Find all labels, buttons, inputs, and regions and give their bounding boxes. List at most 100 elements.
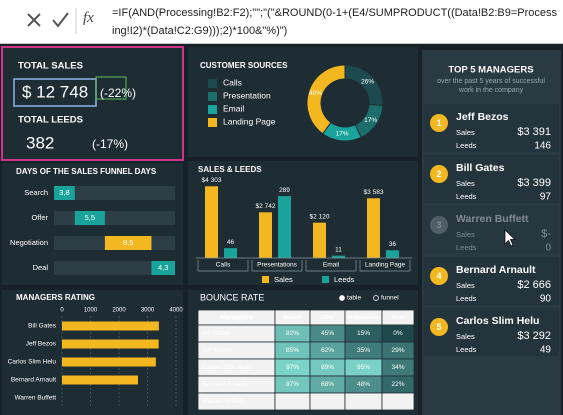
cell-text: Warren Buffett (202, 398, 244, 405)
cell-text: 15% (357, 330, 370, 337)
kpi-change: (-22%) (100, 86, 136, 100)
cell-text: 22% (391, 381, 404, 388)
manager-card: 4 Bernard Arnault Sales $2 666 Leeds 90 (424, 257, 559, 305)
legend-label: Email (223, 103, 244, 113)
cell-text: 48% (357, 381, 370, 388)
bar (332, 255, 345, 258)
x-tick-label: Email (323, 262, 340, 269)
panel-title: TOP 5 MANAGERS (448, 65, 533, 76)
chart-title: MANAGERS RATING (16, 293, 95, 302)
header-text: Deal (392, 315, 404, 321)
sales-label: Sales (456, 179, 475, 188)
kpi-title: TOTAL LEEDS (18, 115, 83, 126)
data-label: 17% (364, 117, 377, 124)
y-tick-label: Bill Gates (28, 323, 57, 330)
sales-label: Sales (456, 128, 475, 137)
manager-card: 5 Carlos Slim Helu Sales $3 292 Leeds 49 (424, 308, 559, 356)
leeds-value: 0 (545, 243, 551, 254)
category-label: Offer (31, 213, 48, 222)
bar (54, 186, 75, 200)
sales-label: Sales (456, 230, 475, 239)
legend-swatch (208, 118, 217, 127)
rank-badge (430, 165, 448, 183)
cell-text: 89% (321, 364, 334, 371)
chart-title: CUSTOMER SOURCES (200, 61, 288, 70)
cancel-icon[interactable] (27, 13, 41, 27)
kpi-value: 382 (26, 133, 54, 152)
subtitle: over the past 5 years of successful work… (437, 78, 545, 94)
cell-text: 0% (393, 330, 403, 337)
enter-icon[interactable] (52, 12, 69, 28)
y-tick-label: Bernard Arnault (11, 377, 56, 384)
manager-name: Carlos Slim Helu (456, 315, 539, 327)
data-label: 289 (279, 187, 290, 194)
legend-label: Sales (274, 275, 293, 284)
rank: 3 (436, 220, 441, 230)
header-text: Managers (220, 314, 253, 321)
bar-track (54, 211, 175, 225)
leeds-label: Leeds (456, 345, 477, 354)
leeds-value: 90 (540, 294, 552, 305)
rank-badge (430, 267, 448, 285)
cell-text: 29% (391, 347, 404, 354)
x-tick-label: Presentations (257, 262, 297, 269)
bar (74, 211, 105, 225)
x-tick-label: 3000 (141, 308, 155, 314)
data-label: 46 (227, 239, 235, 246)
leeds-label: Leeds (456, 243, 477, 252)
bar (367, 198, 380, 258)
kpi-change: (-17%) (92, 137, 128, 151)
toggle-radio[interactable] (339, 295, 345, 301)
bar (104, 236, 152, 250)
fx-button[interactable]: fx (83, 10, 94, 26)
sales-value: $- (541, 228, 551, 240)
donut-segment (306, 64, 346, 135)
toggle-radio[interactable] (373, 295, 379, 301)
legend-label: Leeds (334, 275, 355, 284)
formula-bar: fx =IF(AND(Processing!B2:F2);"";"("&ROUN… (0, 0, 563, 44)
bar (62, 339, 159, 349)
sales-value: $3 292 (517, 330, 551, 342)
bar (313, 222, 326, 258)
data-label: 17% (336, 131, 349, 138)
data-label: $2 120 (310, 213, 330, 220)
y-tick-label: Warren Buffett (14, 395, 56, 402)
data-label: $2 742 (256, 203, 276, 210)
rank-badge (430, 114, 448, 132)
header-text: Negotiation (348, 315, 379, 321)
cell-text: 85% (286, 347, 299, 354)
card-bg (424, 257, 559, 305)
cell-text: Bill Gates (202, 330, 231, 337)
x-tick-label: 2000 (112, 308, 126, 314)
data-label: 4,3 (158, 263, 168, 272)
cell-text: 87% (286, 381, 299, 388)
formula-text[interactable]: =IF(AND(Processing!B2:F2);"";"("&ROUND(0… (112, 7, 558, 37)
panel-title: BOUNCE RATE (200, 292, 264, 302)
bar (151, 261, 175, 275)
subtitle-box: over the past 5 years of successful work… (437, 78, 545, 94)
data-label: $4 303 (202, 177, 222, 184)
rank-badge (430, 318, 448, 336)
sales-value: $2 666 (517, 279, 551, 291)
leeds-value: 146 (534, 141, 551, 152)
toggle-label: funnel (381, 295, 399, 302)
leeds-label: Leeds (456, 192, 477, 201)
legend-swatch (262, 276, 269, 283)
kpi-title: TOTAL SALES (18, 61, 83, 72)
rank: 1 (436, 118, 441, 128)
bar-track (54, 186, 175, 200)
x-tick-label: 4000 (169, 308, 183, 314)
card-bg (424, 308, 559, 356)
y-tick-label: Jeff Bezos (26, 341, 57, 348)
bar (386, 250, 399, 258)
data-label: 40% (309, 90, 322, 97)
cell-text: 34% (391, 364, 404, 371)
category-label: Deal (33, 263, 49, 272)
legend-swatch (208, 105, 217, 114)
legend-label: Calls (223, 77, 242, 87)
sales-label: Sales (456, 281, 475, 290)
category-bracket (197, 260, 249, 272)
mouse-cursor (504, 229, 516, 247)
legend-label: Landing Page (223, 116, 276, 126)
